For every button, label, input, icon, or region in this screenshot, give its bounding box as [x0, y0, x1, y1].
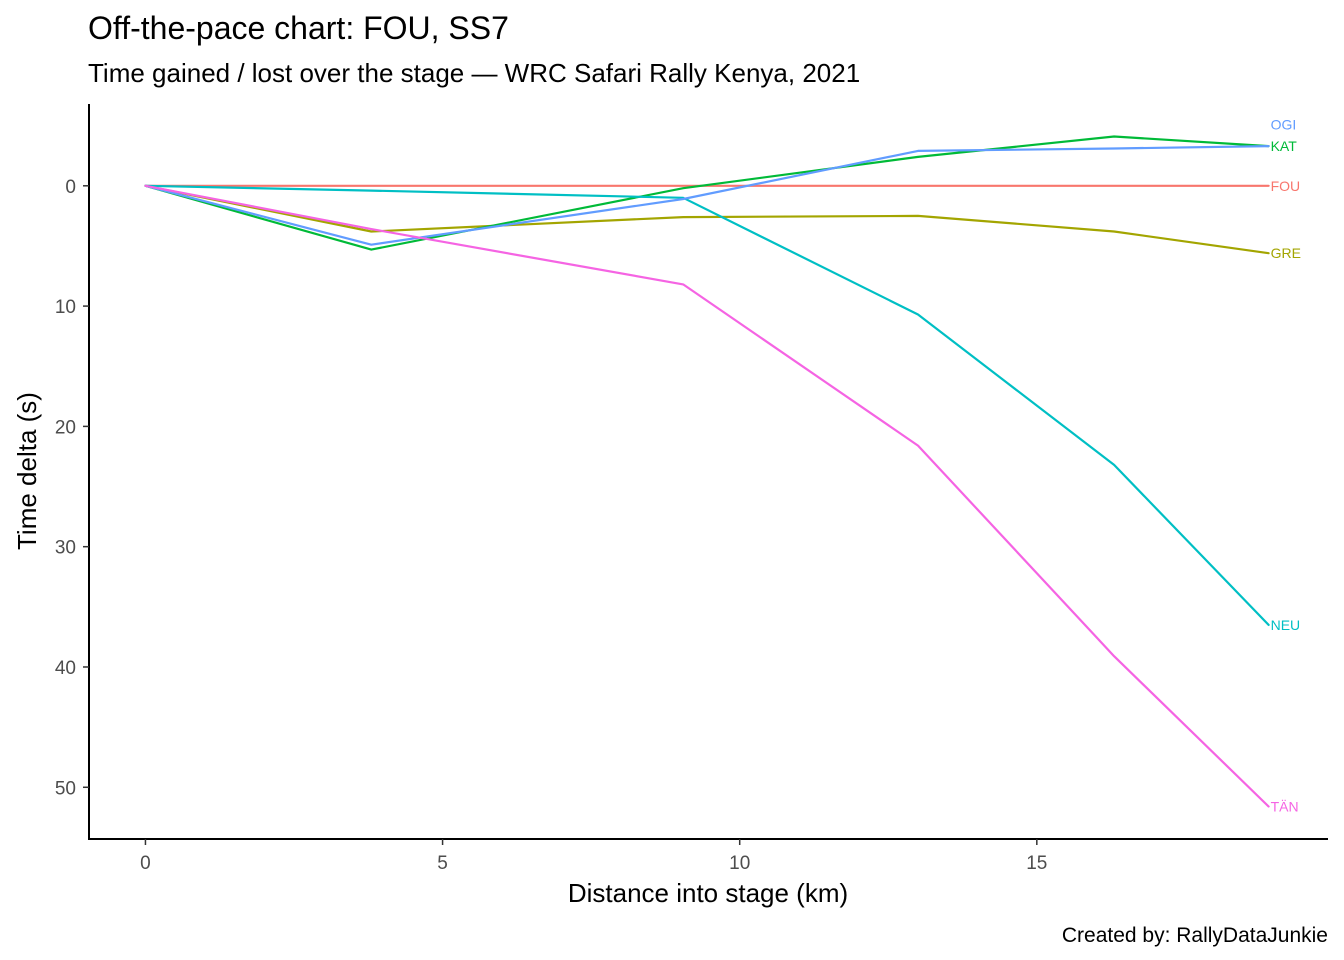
- end-label-3: GRE: [1271, 245, 1301, 261]
- y-tick-label: 30: [55, 538, 76, 559]
- x-tick-label: 0: [140, 853, 151, 874]
- y-tick-label: 0: [65, 177, 76, 198]
- end-label-layer: OGI KAT FOU GRE NEU TÄN: [1271, 117, 1301, 815]
- chart-title: Off-the-pace chart: FOU, SS7: [88, 10, 509, 46]
- y-axis: 0 10 20 30 40 50: [55, 177, 89, 799]
- y-tick-label: 50: [55, 778, 76, 799]
- chart-subtitle: Time gained / lost over the stage — WRC …: [88, 58, 860, 88]
- y-axis-title: Time delta (s): [12, 392, 42, 550]
- x-tick-label: 15: [1026, 853, 1047, 874]
- series-line-tän: [144, 184, 1270, 808]
- x-tick-label: 5: [437, 853, 448, 874]
- series-line-gre: [144, 184, 1270, 255]
- y-tick-label: 40: [55, 658, 76, 679]
- end-label-5: TÄN: [1271, 799, 1299, 815]
- series-line-kat: [144, 135, 1270, 251]
- series-line-neu: [144, 184, 1270, 627]
- x-axis-title: Distance into stage (km): [568, 878, 848, 908]
- x-tick-label: 10: [729, 853, 750, 874]
- end-label-2: FOU: [1271, 178, 1301, 194]
- end-label-0: OGI: [1271, 117, 1297, 133]
- end-label-4: NEU: [1271, 617, 1301, 633]
- series-line-ogi: [144, 145, 1270, 246]
- series-layer: [144, 135, 1270, 808]
- y-tick-label: 20: [55, 417, 76, 438]
- y-tick-label: 10: [55, 297, 76, 318]
- chart-caption: Created by: RallyDataJunkie: [1062, 924, 1328, 947]
- end-label-1: KAT: [1271, 138, 1298, 154]
- x-axis: 0 5 10 15: [140, 839, 1047, 874]
